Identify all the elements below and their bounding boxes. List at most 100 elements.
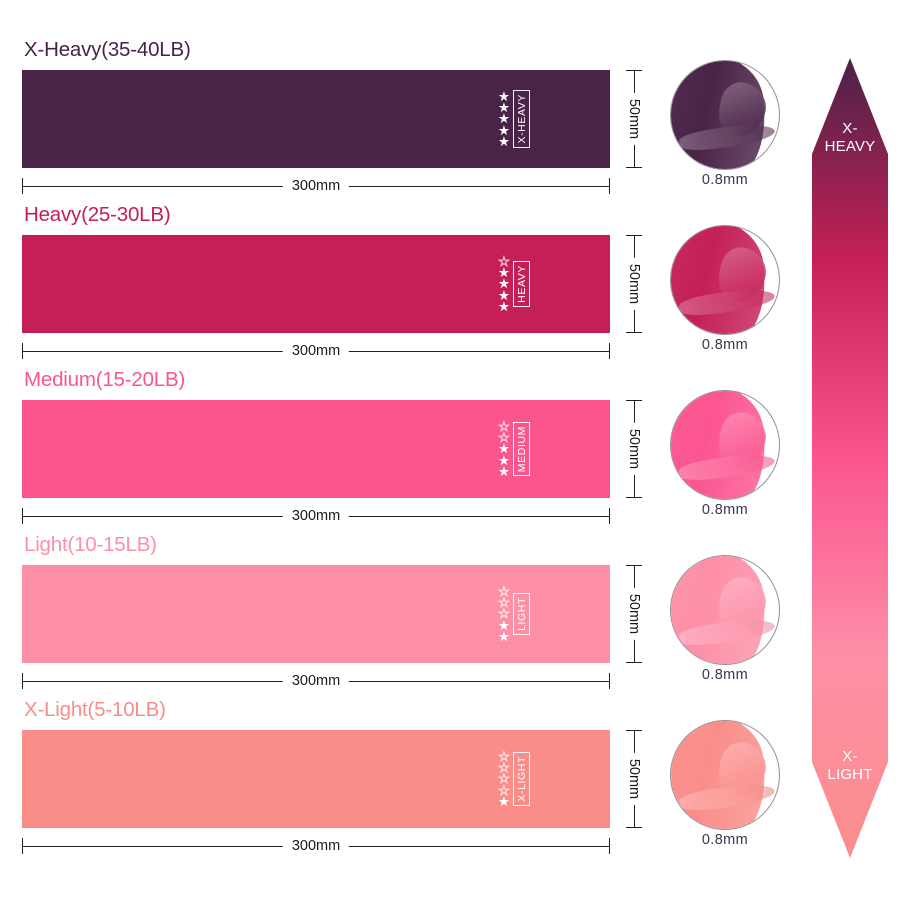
band-row: X-Light(5-10LB) ☆ ☆ ☆ ☆ ★ X-LIGHT 300mm 50mm <box>0 698 650 863</box>
arrow-top-label: X- HEAVY <box>812 120 888 155</box>
dimension-cap-bottom <box>626 167 642 168</box>
band-title: X-Heavy(35-40LB) <box>24 38 191 61</box>
band-strip-name: MEDIUM <box>515 425 528 473</box>
width-dimension-label: 300mm <box>282 506 350 526</box>
star-filled-icon: ★ <box>497 133 510 149</box>
dimension-cap-top <box>626 730 642 731</box>
thickness-detail: 0.8mm <box>660 549 800 714</box>
thickness-magnifier-circle <box>670 390 780 500</box>
arrow-bottom-label-line2: LIGHT <box>827 765 873 783</box>
arrow-top-label-line2: HEAVY <box>824 137 876 155</box>
band-strip-label: ☆ ★ ★ ★ ★ HEAVY <box>497 247 530 321</box>
star-hollow-icon: ☆ <box>497 419 510 435</box>
star-hollow-icon: ☆ <box>497 430 510 446</box>
star-hollow-icon: ☆ <box>497 782 510 798</box>
thickness-detail-list: 0.8mm 0.8mm 0.8mm 0.8mm 0.8mm <box>660 0 800 900</box>
gradient-arrow-shape <box>812 58 888 858</box>
band-row: X-Heavy(35-40LB) ★ ★ ★ ★ ★ X-HEAVY 300mm 50mm <box>0 38 650 203</box>
star-filled-icon: ★ <box>497 298 510 314</box>
band-strip-name-box: X-LIGHT <box>513 752 530 806</box>
star-filled-icon: ★ <box>497 89 510 105</box>
band-row: Heavy(25-30LB) ☆ ★ ★ ★ ★ HEAVY 300mm 50mm <box>0 203 650 368</box>
dimension-cap-right <box>609 343 610 359</box>
band-strip-label: ☆ ☆ ★ ★ ★ MEDIUM <box>497 412 530 486</box>
thickness-magnifier-circle <box>670 225 780 335</box>
star-rating: ☆ ★ ★ ★ ★ <box>497 254 510 314</box>
star-hollow-icon: ☆ <box>497 749 510 765</box>
dimension-cap-left <box>22 673 23 689</box>
dimension-cap-top <box>626 235 642 236</box>
height-dimension-label: 50mm <box>625 257 643 311</box>
band-title: Medium(15-20LB) <box>24 368 186 391</box>
star-hollow-icon: ☆ <box>497 595 510 611</box>
height-dimension: 50mm <box>622 70 646 168</box>
dimension-cap-right <box>609 178 610 194</box>
thickness-detail: 0.8mm <box>660 219 800 384</box>
dimension-cap-left <box>22 508 23 524</box>
star-hollow-icon: ☆ <box>497 584 510 600</box>
thickness-magnifier-circle <box>670 60 780 170</box>
band-strip-name: HEAVY <box>515 265 528 303</box>
width-dimension-label: 300mm <box>282 836 350 856</box>
dimension-cap-top <box>626 70 642 71</box>
height-dimension-label: 50mm <box>625 752 643 806</box>
dimension-cap-left <box>22 838 23 854</box>
band-strip-label: ★ ★ ★ ★ ★ X-HEAVY <box>498 82 530 156</box>
band-title: Heavy(25-30LB) <box>24 203 171 226</box>
star-filled-icon: ★ <box>497 617 510 633</box>
dimension-cap-right <box>609 838 610 854</box>
band-row: Light(10-15LB) ☆ ☆ ☆ ★ ★ LIGHT 300mm 50mm <box>0 533 650 698</box>
thickness-label: 0.8mm <box>701 337 749 353</box>
width-dimension-label: 300mm <box>282 671 350 691</box>
height-dimension: 50mm <box>622 730 646 828</box>
band-strip-name-box: LIGHT <box>513 593 530 635</box>
height-dimension: 50mm <box>622 235 646 333</box>
arrow-bottom-label: X- LIGHT <box>812 748 888 783</box>
height-dimension-label: 50mm <box>625 422 643 476</box>
thickness-label: 0.8mm <box>701 832 749 848</box>
band-strip-name-box: HEAVY <box>513 261 530 307</box>
band-strip: ☆ ☆ ★ ★ ★ MEDIUM <box>22 400 610 498</box>
width-dimension: 300mm <box>22 671 610 695</box>
thickness-label: 0.8mm <box>701 667 749 683</box>
thickness-detail: 0.8mm <box>660 384 800 549</box>
band-title: X-Light(5-10LB) <box>24 698 166 721</box>
star-hollow-icon: ☆ <box>497 606 510 622</box>
dimension-cap-top <box>626 400 642 401</box>
height-dimension: 50mm <box>622 565 646 663</box>
thickness-magnifier-circle <box>670 720 780 830</box>
arrow-bottom-label-line1: X- <box>842 748 858 765</box>
width-dimension: 300mm <box>22 836 610 860</box>
star-filled-icon: ★ <box>497 265 510 281</box>
dimension-cap-left <box>22 178 23 194</box>
star-hollow-icon: ☆ <box>497 254 510 270</box>
dimension-cap-right <box>609 508 610 524</box>
band-strip: ★ ★ ★ ★ ★ X-HEAVY <box>22 70 610 168</box>
dimension-cap-right <box>609 673 610 689</box>
star-filled-icon: ★ <box>497 441 510 457</box>
band-strip: ☆ ☆ ☆ ★ ★ LIGHT <box>22 565 610 663</box>
resistance-scale-arrow: X- HEAVY X- LIGHT <box>812 58 888 858</box>
width-dimension: 300mm <box>22 506 610 530</box>
band-strip-name-box: X-HEAVY <box>513 90 530 148</box>
star-hollow-icon: ☆ <box>497 771 510 787</box>
height-dimension-label: 50mm <box>625 587 643 641</box>
star-hollow-icon: ☆ <box>497 760 510 776</box>
star-filled-icon: ★ <box>497 111 510 127</box>
thickness-magnifier-circle <box>670 555 780 665</box>
band-strip-name: X-HEAVY <box>515 94 528 144</box>
height-dimension-label: 50mm <box>625 92 643 146</box>
thickness-label: 0.8mm <box>701 172 749 188</box>
dimension-cap-bottom <box>626 827 642 828</box>
dimension-cap-top <box>626 565 642 566</box>
star-rating: ☆ ☆ ☆ ★ ★ <box>497 584 510 644</box>
width-dimension-label: 300mm <box>282 341 350 361</box>
band-strip-label: ☆ ☆ ☆ ★ ★ LIGHT <box>497 577 530 651</box>
band-strip: ☆ ☆ ☆ ☆ ★ X-LIGHT <box>22 730 610 828</box>
width-dimension: 300mm <box>22 176 610 200</box>
star-filled-icon: ★ <box>497 628 510 644</box>
dimension-cap-bottom <box>626 662 642 663</box>
dimension-cap-bottom <box>626 497 642 498</box>
dimension-cap-left <box>22 343 23 359</box>
thickness-detail: 0.8mm <box>660 714 800 879</box>
